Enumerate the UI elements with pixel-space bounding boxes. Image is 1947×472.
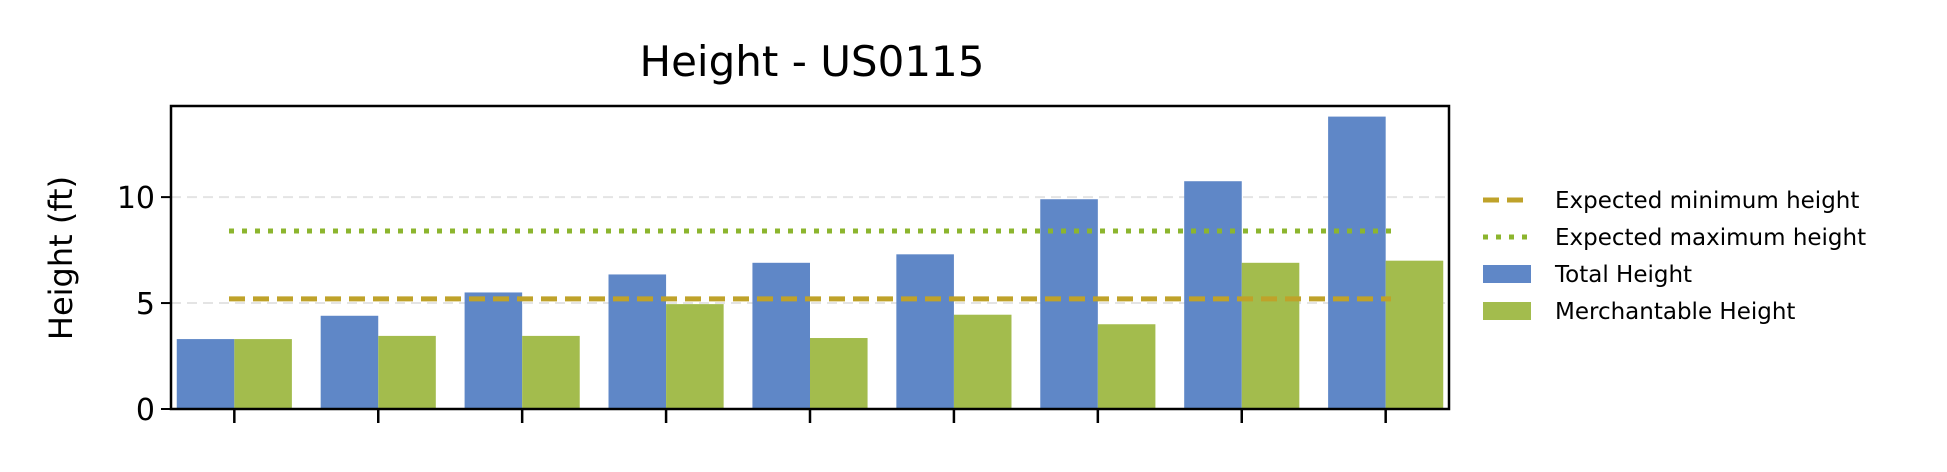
- y-axis-label: Height (ft): [42, 176, 80, 340]
- bar-merchantable-7: [1097, 324, 1156, 409]
- bar-total-1: [176, 339, 235, 409]
- bar-merchantable-4: [666, 304, 724, 409]
- bar-merchantable-1: [234, 339, 292, 409]
- y-tick-label-0: 0: [136, 393, 155, 428]
- bar-total-6: [896, 254, 954, 409]
- bar-total-4: [608, 274, 667, 409]
- bar-merchantable-2: [378, 335, 436, 409]
- bar-total-7: [1040, 199, 1098, 409]
- bar-merchantable-9: [1385, 260, 1444, 409]
- legend-label-minimum: Expected minimum height: [1555, 188, 1859, 214]
- bar-merchantable-5: [810, 338, 868, 409]
- legend-swatch-total-height: [1483, 265, 1531, 283]
- bar-total-5: [752, 262, 810, 409]
- legend: Expected minimum height Expected maximum …: [1483, 188, 1866, 325]
- bar-total-3: [464, 292, 523, 409]
- bar-total-8: [1184, 181, 1242, 409]
- y-tick-label-10: 10: [117, 181, 155, 216]
- bar-merchantable-6: [953, 314, 1012, 409]
- bars: [176, 116, 1444, 409]
- bar-merchantable-3: [522, 335, 580, 409]
- chart-title: Height - US0115: [640, 37, 985, 86]
- axis-ticks: 0 5 10: [117, 181, 1387, 428]
- bar-total-9: [1328, 116, 1386, 409]
- legend-label-maximum: Expected maximum height: [1555, 225, 1866, 251]
- bar-merchantable-8: [1241, 262, 1300, 409]
- legend-label-merchantable-height: Merchantable Height: [1555, 299, 1795, 325]
- legend-swatch-merchantable-height: [1483, 302, 1531, 320]
- bar-total-2: [320, 315, 379, 409]
- y-tick-label-5: 5: [136, 287, 155, 322]
- reference-lines: [229, 228, 1391, 302]
- legend-label-total-height: Total Height: [1554, 262, 1692, 288]
